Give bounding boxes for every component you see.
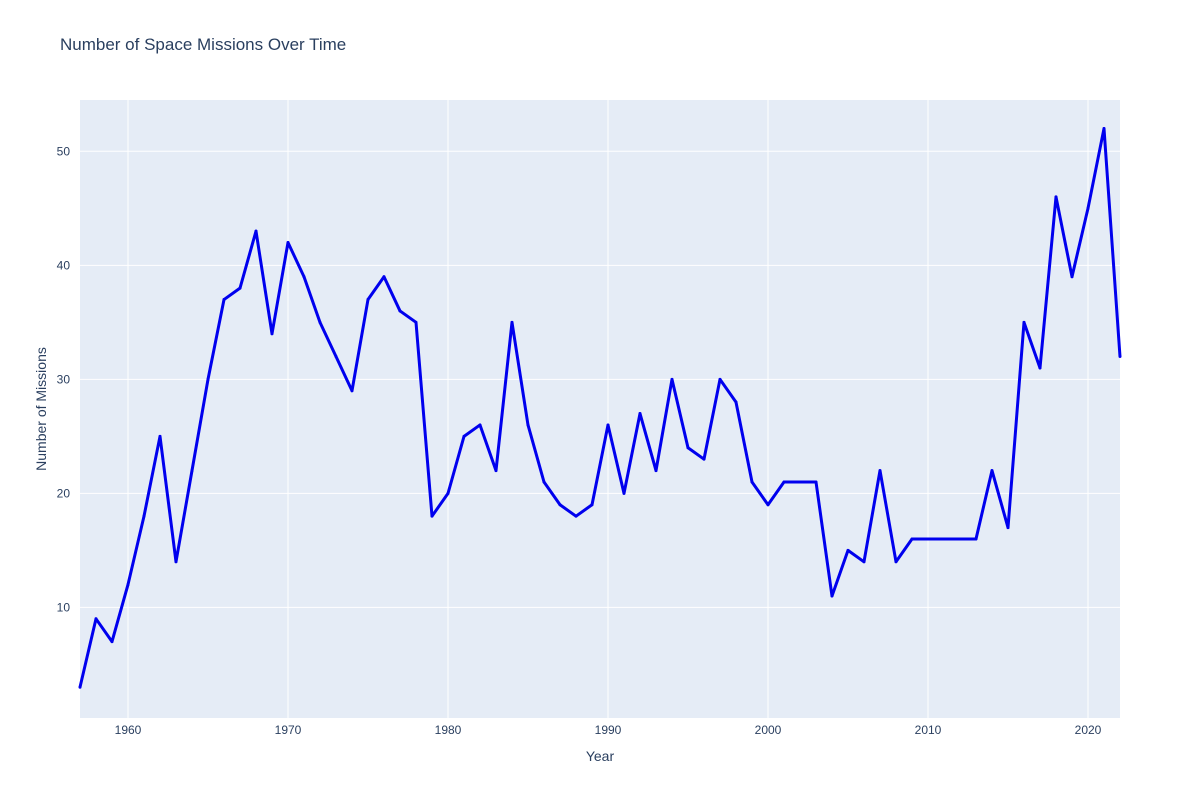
data-point (926, 537, 930, 541)
x-tick-label: 2020 (1075, 723, 1102, 737)
data-point (622, 491, 626, 495)
data-point (958, 537, 962, 541)
data-point (766, 503, 770, 507)
data-point (718, 377, 722, 381)
data-point (174, 560, 178, 564)
data-point (846, 548, 850, 552)
data-point (270, 332, 274, 336)
data-point (1070, 275, 1074, 279)
y-tick-labels: 10 20 30 40 50 (57, 144, 71, 614)
data-point (542, 480, 546, 484)
data-point (350, 389, 354, 393)
data-point (286, 241, 290, 245)
data-point (206, 377, 210, 381)
data-point (1118, 355, 1122, 359)
data-point (830, 594, 834, 598)
data-point (1102, 127, 1106, 131)
data-point (366, 298, 370, 302)
data-point (302, 275, 306, 279)
data-point (318, 320, 322, 324)
data-point (558, 503, 562, 507)
y-tick-label: 30 (57, 372, 71, 386)
data-point (862, 560, 866, 564)
data-point (782, 480, 786, 484)
data-point (814, 480, 818, 484)
data-point (1022, 320, 1026, 324)
data-point (1006, 526, 1010, 530)
data-point (606, 423, 610, 427)
data-point (238, 286, 242, 290)
data-point (430, 514, 434, 518)
data-point (750, 480, 754, 484)
data-point (190, 469, 194, 473)
data-point (446, 491, 450, 495)
data-point (910, 537, 914, 541)
series-layer (78, 127, 1122, 689)
data-point (638, 412, 642, 416)
data-point (142, 514, 146, 518)
data-point (494, 469, 498, 473)
data-point (78, 685, 82, 689)
data-point (462, 434, 466, 438)
y-tick-label: 50 (57, 144, 71, 158)
y-tick-label: 20 (57, 486, 71, 500)
data-point (590, 503, 594, 507)
data-point (94, 617, 98, 621)
data-point (526, 423, 530, 427)
data-point (894, 560, 898, 564)
data-point (702, 457, 706, 461)
x-tick-label: 2010 (915, 723, 942, 737)
data-point (686, 446, 690, 450)
data-point (334, 355, 338, 359)
data-point (414, 320, 418, 324)
y-tick-label: 40 (57, 258, 71, 272)
data-point (734, 400, 738, 404)
data-point (878, 469, 882, 473)
x-tick-label: 2000 (755, 723, 782, 737)
data-point (478, 423, 482, 427)
chart-title: Number of Space Missions Over Time (60, 35, 346, 54)
plot-background (80, 100, 1120, 718)
data-point (1054, 195, 1058, 199)
data-point (382, 275, 386, 279)
data-point (510, 320, 514, 324)
gridlines (80, 100, 1120, 718)
data-point (990, 469, 994, 473)
x-tick-label: 1960 (115, 723, 142, 737)
data-point (1086, 206, 1090, 210)
x-tick-labels: 1960 1970 1980 1990 2000 2010 2020 (115, 723, 1102, 737)
data-point (942, 537, 946, 541)
data-point (222, 298, 226, 302)
data-point (654, 469, 658, 473)
series-line (78, 127, 1122, 688)
x-tick-label: 1970 (275, 723, 302, 737)
y-tick-label: 10 (57, 600, 71, 614)
data-point (798, 480, 802, 484)
data-point (254, 229, 258, 233)
data-point (158, 434, 162, 438)
data-point (1038, 366, 1042, 370)
data-point (670, 377, 674, 381)
data-point (398, 309, 402, 313)
data-point (974, 537, 978, 541)
data-point (110, 640, 114, 644)
x-tick-label: 1980 (435, 723, 462, 737)
x-tick-label: 1990 (595, 723, 622, 737)
data-point (126, 583, 130, 587)
x-axis-title: Year (586, 748, 615, 764)
y-axis-title: Number of Missions (33, 347, 49, 471)
data-point (574, 514, 578, 518)
